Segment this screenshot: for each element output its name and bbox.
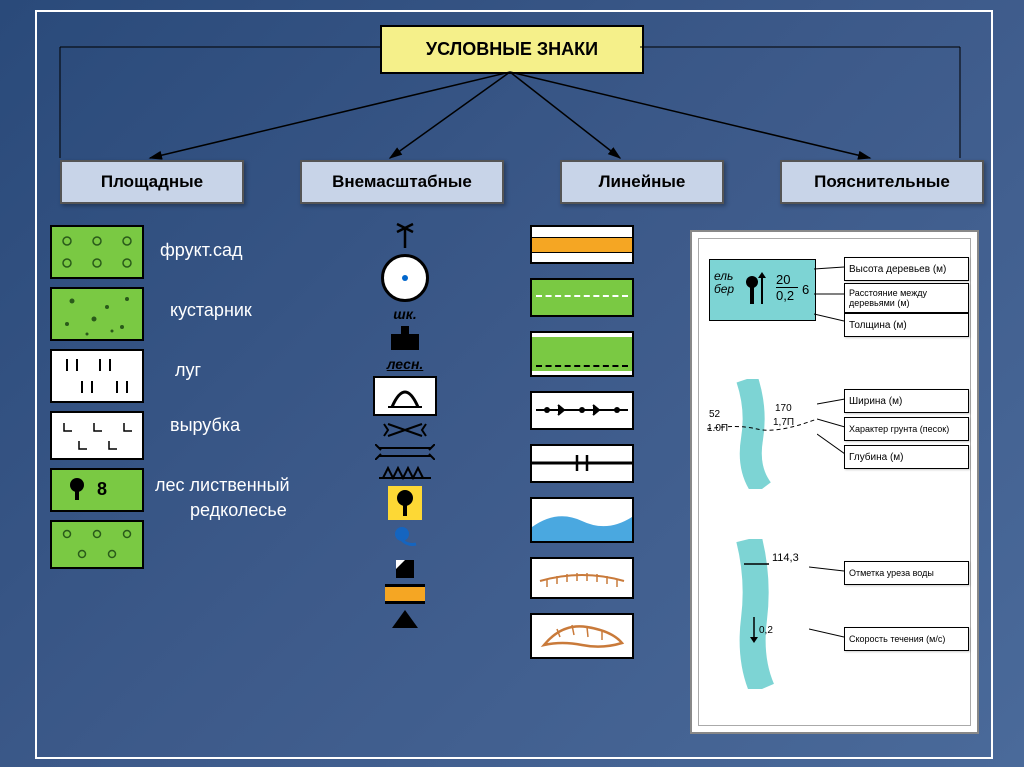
svg-text:1.0П: 1.0П	[707, 423, 728, 434]
swatch-meadow	[50, 349, 144, 403]
swatch-orchard	[50, 225, 144, 279]
tree-marker-icon	[388, 486, 422, 520]
label-meadow: луг	[175, 360, 201, 381]
svg-text:0,2: 0,2	[759, 625, 773, 636]
svg-text:114,3: 114,3	[772, 552, 799, 564]
area-swatch-column: 8	[50, 225, 140, 577]
bridge-icon	[375, 444, 435, 460]
lin-railroad	[530, 444, 634, 483]
lin-greenband	[530, 331, 634, 377]
label-shrub: кустарник	[170, 300, 252, 321]
explanatory-panel: ельбер 200,2 6 Высота деревьев (м) Расст…	[690, 230, 979, 734]
swatch-shrub	[50, 287, 144, 341]
cat-label: Внемасштабные	[332, 172, 472, 192]
river-ford-svg: 52 1.0П 170 1,7П	[707, 379, 822, 489]
svg-text:170: 170	[775, 403, 792, 414]
lbl-tree-dist: Расстояние между деревьями (м)	[844, 283, 969, 313]
forest-info-block: ельбер 200,2 6	[709, 259, 816, 321]
quarry-band-icon	[385, 584, 425, 604]
cat-label: Площадные	[101, 172, 203, 192]
school-icon	[387, 326, 423, 352]
lin-river	[530, 497, 634, 543]
lin-powerline	[530, 391, 634, 430]
linear-column	[530, 225, 630, 659]
title-box: УСЛОВНЫЕ ЗНАКИ	[380, 25, 644, 74]
lin-ravine	[530, 613, 634, 659]
category-linear: Линейные	[560, 160, 724, 204]
lbl-water-mark: Отметка уреза воды	[844, 561, 969, 585]
swatch-deciduous: 8	[50, 468, 144, 512]
well-icon	[381, 254, 429, 302]
spring-icon	[390, 524, 420, 550]
svg-text:52: 52	[709, 409, 721, 420]
windmill-icon	[390, 220, 420, 250]
forester-label: лесн.	[387, 356, 424, 372]
lbl-width: Ширина (м)	[844, 389, 969, 413]
label-clearing: вырубка	[170, 415, 240, 436]
lbl-thickness: Толщина (м)	[844, 313, 969, 337]
title-text: УСЛОВНЫЕ ЗНАКИ	[426, 39, 598, 60]
category-area: Площадные	[60, 160, 244, 204]
offscale-column: шк. лесн.	[345, 220, 465, 630]
mill-icon	[390, 554, 420, 580]
spacing-num: 6	[802, 282, 809, 297]
label-sparse: редколесье	[190, 500, 287, 521]
cat-label: Линейные	[599, 172, 686, 192]
lin-cliff	[530, 557, 634, 599]
lbl-ground: Характер грунта (песок)	[844, 417, 969, 441]
label-orchard: фрукт.сад	[160, 240, 242, 261]
forest-type-text: ельбер	[714, 270, 734, 296]
triangle-icon	[390, 608, 420, 630]
crossing-icon	[380, 420, 430, 440]
swatch-sparse	[50, 520, 144, 569]
school-label: шк.	[393, 306, 416, 322]
embankment-icon	[377, 464, 433, 482]
label-deciduous: лес лиственный	[155, 475, 290, 496]
lin-trail	[530, 278, 634, 317]
tunnel-icon	[373, 376, 437, 416]
lin-highway	[530, 225, 634, 264]
cat-label: Пояснительные	[814, 172, 950, 192]
lbl-tree-height: Высота деревьев (м)	[844, 257, 969, 281]
svg-text:1,7П: 1,7П	[773, 417, 794, 428]
swatch-clearing	[50, 411, 144, 460]
frac: 200,2	[776, 272, 798, 303]
lbl-flow-speed: Скорость течения (м/с)	[844, 627, 969, 651]
svg-text:8: 8	[97, 479, 107, 499]
category-explanatory: Пояснительные	[780, 160, 984, 204]
category-offscale: Внемасштабные	[300, 160, 504, 204]
lbl-depth: Глубина (м)	[844, 445, 969, 469]
water-mark-svg: 114,3 0,2	[714, 539, 814, 689]
expl-inner: ельбер 200,2 6 Высота деревьев (м) Расст…	[698, 238, 971, 726]
